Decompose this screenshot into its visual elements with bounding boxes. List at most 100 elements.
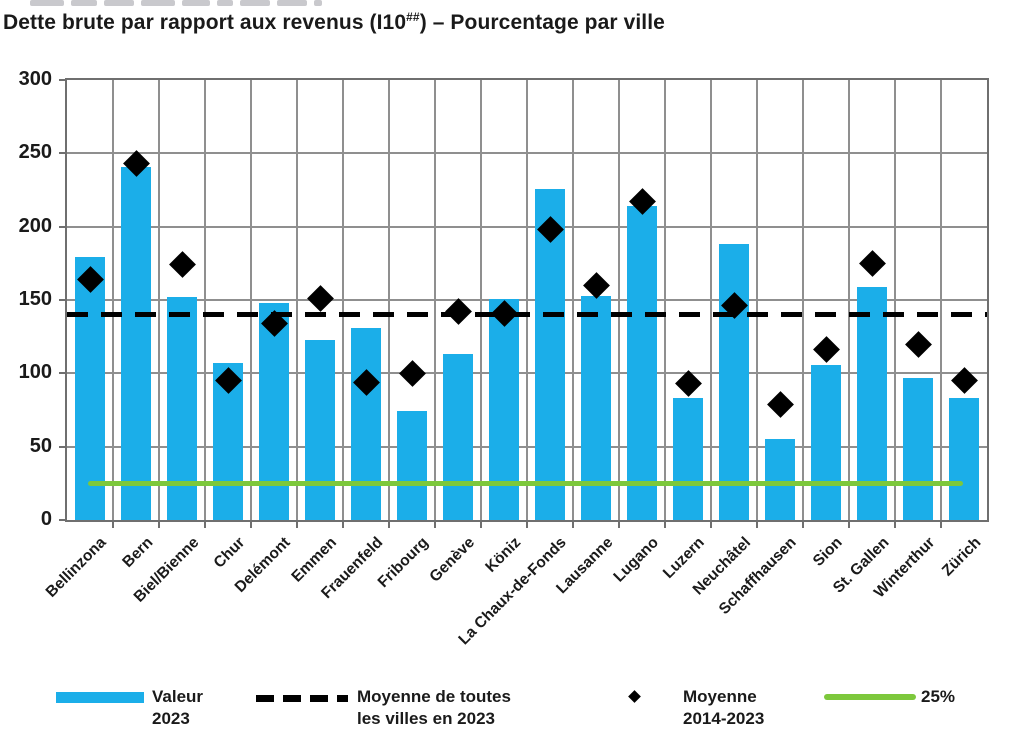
y-tick-label-150: 150 <box>18 288 52 311</box>
reference-line-mean-2023 <box>67 312 987 318</box>
x-tick-label-Lugano: Lugano <box>610 534 663 586</box>
legend-bar-swatch <box>56 692 144 703</box>
bar-La Chaux-de-Fonds[interactable] <box>535 188 565 520</box>
x-axis: Bellinzona Bern Biel/Bienne Chur Delémont Emm… <box>43 524 987 664</box>
x-tick-mark-8 <box>434 522 436 528</box>
bar-Biel/Bienne[interactable] <box>167 297 197 520</box>
chart-title-suffix: ) – Pourcentage par ville <box>419 11 665 34</box>
bar-Fribourg[interactable] <box>397 411 427 520</box>
bar-Frauenfeld[interactable] <box>351 327 381 520</box>
bar-Lugano[interactable] <box>627 206 657 520</box>
diamond-marker-Sion[interactable] <box>812 336 840 364</box>
diamond-marker-Fribourg[interactable] <box>398 359 426 387</box>
x-tick-mark-11 <box>572 522 574 528</box>
bar-Köniz[interactable] <box>489 298 519 520</box>
legend-green-line-swatch <box>824 694 916 700</box>
bar-Zürich[interactable] <box>949 398 979 520</box>
x-tick-mark-5 <box>296 522 298 528</box>
bar-Genève[interactable] <box>443 354 473 520</box>
gridline-x-8 <box>434 80 436 520</box>
chart-title-superscript: ## <box>406 10 420 24</box>
gridline-x-18 <box>894 80 896 520</box>
x-tick-mark-17 <box>848 522 850 528</box>
bar-Neuchâtel[interactable] <box>719 244 749 520</box>
gridline-x-2 <box>158 80 160 520</box>
diamond-marker-Schaffhausen[interactable] <box>766 390 794 418</box>
x-tick-mark-10 <box>526 522 528 528</box>
bar-Winterthur[interactable] <box>903 377 933 520</box>
y-tick-mark-50 <box>59 445 65 448</box>
gridline-x-7 <box>388 80 390 520</box>
legend-label-25pct: 25% <box>921 687 956 706</box>
x-tick-mark-18 <box>894 522 896 528</box>
x-tick-mark-1 <box>112 522 114 528</box>
x-tick-label-Bern: Bern <box>119 534 157 572</box>
y-tick-label-300: 300 <box>18 68 52 91</box>
gridline-x-14 <box>710 80 712 520</box>
x-tick-mark-2 <box>158 522 160 528</box>
x-tick-mark-19 <box>940 522 942 528</box>
gridline-x-17 <box>848 80 850 520</box>
cropped-figure-label-remnant <box>30 0 322 6</box>
bar-Emmen[interactable] <box>305 339 335 520</box>
diamond-marker-Genève[interactable] <box>444 298 472 326</box>
y-tick-label-100: 100 <box>18 361 52 384</box>
y-tick-mark-100 <box>59 372 65 375</box>
gridline-x-16 <box>802 80 804 520</box>
legend-dashed-line-swatch <box>256 695 348 702</box>
legend-label-moyenne-2014-2023: Moyenne 2014-2023 <box>683 687 765 728</box>
x-tick-label-Zürich: Zürich <box>938 534 985 580</box>
x-tick-mark-3 <box>204 522 206 528</box>
y-tick-mark-250 <box>59 152 65 155</box>
legend-diamond-swatch <box>628 690 641 703</box>
gridline-x-13 <box>664 80 666 520</box>
x-tick-label-Köniz: Köniz <box>482 534 525 576</box>
y-tick-mark-300 <box>59 79 65 82</box>
gridline-x-6 <box>342 80 344 520</box>
bar-Bellinzona[interactable] <box>75 257 105 520</box>
y-tick-label-250: 250 <box>18 141 52 164</box>
x-tick-label-Sion: Sion <box>810 534 847 570</box>
gridline-x-9 <box>480 80 482 520</box>
x-tick-mark-9 <box>480 522 482 528</box>
diamond-marker-Zürich[interactable] <box>950 367 978 395</box>
x-tick-mark-4 <box>250 522 252 528</box>
gridline-x-4 <box>250 80 252 520</box>
chart-title: Dette brute par rapport aux revenus (I10… <box>3 10 665 35</box>
y-tick-label-50: 50 <box>29 434 52 457</box>
gridline-x-3 <box>204 80 206 520</box>
x-tick-label-Bellinzona: Bellinzona <box>43 534 111 601</box>
x-tick-mark-12 <box>618 522 620 528</box>
chart-title-prefix: Dette brute par rapport aux revenus (I10 <box>3 11 407 34</box>
x-tick-mark-7 <box>388 522 390 528</box>
diamond-marker-Winterthur[interactable] <box>904 330 932 358</box>
y-tick-mark-0 <box>59 519 65 521</box>
gridline-x-5 <box>296 80 298 520</box>
x-tick-mark-13 <box>664 522 666 528</box>
bar-Luzern[interactable] <box>673 398 703 520</box>
diamond-marker-St. Gallen[interactable] <box>858 249 886 277</box>
x-tick-label-Genève: Genève <box>426 534 479 586</box>
bar-Lausanne[interactable] <box>581 295 611 520</box>
x-tick-mark-6 <box>342 522 344 528</box>
x-tick-mark-15 <box>756 522 758 528</box>
bar-Bern[interactable] <box>121 166 151 520</box>
gridline-x-19 <box>940 80 942 520</box>
x-tick-mark-14 <box>710 522 712 528</box>
bar-Schaffhausen[interactable] <box>765 439 795 520</box>
y-axis: 0 50 100 150 200 250 300 <box>0 68 58 530</box>
gridline-x-11 <box>572 80 574 520</box>
y-tick-mark-150 <box>59 299 65 301</box>
diamond-marker-Biel/Bienne[interactable] <box>168 251 196 279</box>
x-tick-label-Chur: Chur <box>210 534 249 572</box>
diamond-marker-Emmen[interactable] <box>306 285 334 312</box>
bar-Sion[interactable] <box>811 364 841 520</box>
y-tick-label-0: 0 <box>40 508 52 531</box>
y-tick-label-200: 200 <box>18 214 52 237</box>
reference-line-25pct <box>88 480 963 486</box>
gridline-x-10 <box>526 80 528 520</box>
gridline-x-12 <box>618 80 620 520</box>
x-tick-mark-16 <box>802 522 804 528</box>
legend: Valeur 2023 Moyenne de toutes les villes… <box>0 684 1023 742</box>
